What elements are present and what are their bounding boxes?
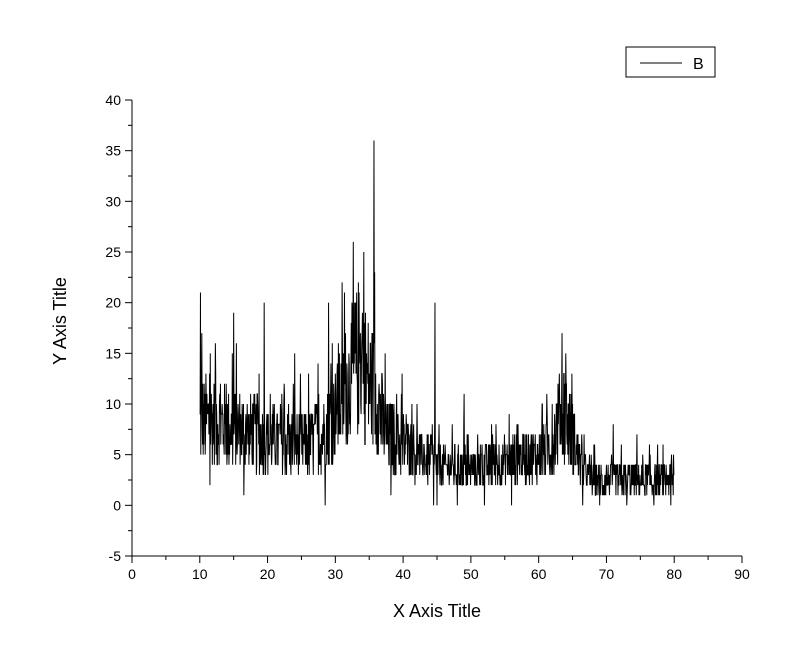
series-line-B <box>199 140 675 506</box>
x-tick-label: 70 <box>599 566 615 582</box>
y-tick-label: 10 <box>105 396 121 412</box>
legend: B <box>625 46 716 78</box>
y-tick-label: 25 <box>105 244 121 260</box>
data-layer <box>199 140 675 506</box>
y-tick-label: 0 <box>113 497 121 513</box>
y-tick-label: -5 <box>109 548 122 564</box>
y-tick-label: 40 <box>105 92 121 108</box>
y-tick-label: 30 <box>105 193 121 209</box>
x-tick-label: 30 <box>328 566 344 582</box>
x-tick-label: 80 <box>666 566 682 582</box>
y-tick-label: 15 <box>105 345 121 361</box>
x-tick-label: 0 <box>128 566 136 582</box>
x-axis-title: X Axis Title <box>393 601 481 621</box>
y-tick-label: 20 <box>105 295 121 311</box>
y-tick-label: 35 <box>105 143 121 159</box>
x-tick-label: 50 <box>463 566 479 582</box>
y-axis-title: Y Axis Title <box>50 277 70 365</box>
y-tick-label: 5 <box>113 447 121 463</box>
axes: 0 10 20 30 40 50 60 70 80 90 -5 0 5 10 15 20 25 30 35 40 <box>105 92 750 582</box>
legend-label: B <box>693 56 704 73</box>
x-tick-label: 40 <box>395 566 411 582</box>
x-tick-label: 60 <box>531 566 547 582</box>
x-tick-label: 90 <box>734 566 750 582</box>
x-tick-label: 10 <box>192 566 208 582</box>
x-tick-label: 20 <box>260 566 276 582</box>
legend-box <box>625 46 716 78</box>
